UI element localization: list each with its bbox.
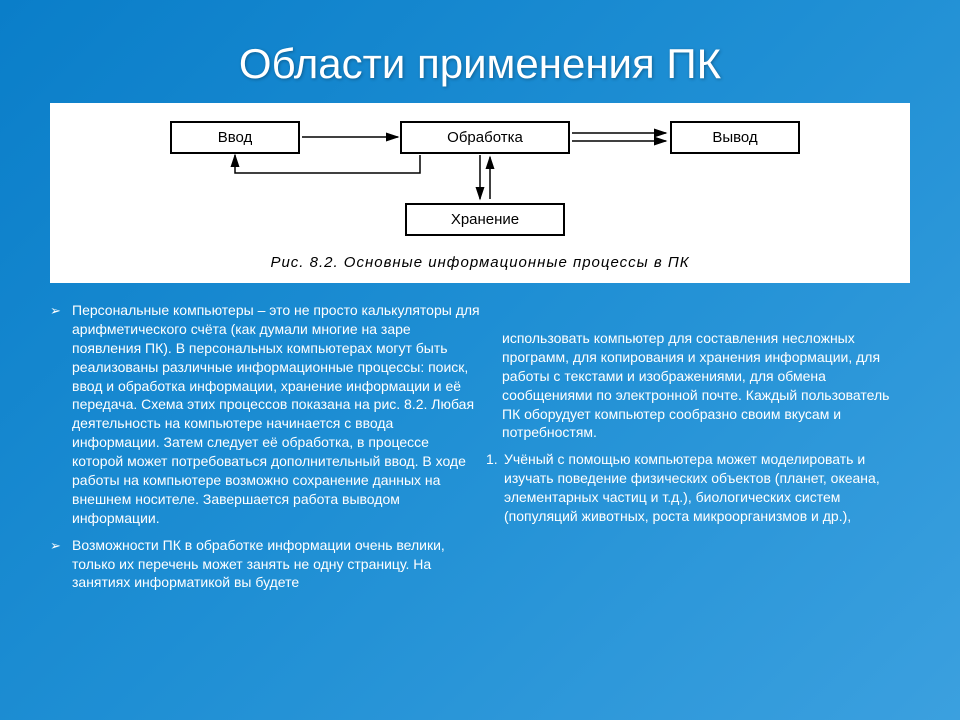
bullet-item: Персональные компьютеры – это не просто …	[72, 301, 480, 528]
node-vyvod: Вывод	[670, 121, 800, 154]
left-column: Персональные компьютеры – это не просто …	[50, 301, 480, 600]
list-item-text: Учёный с помощью компьютера может модели…	[504, 451, 880, 524]
page-title: Области применения ПК	[50, 40, 910, 88]
node-vvod: Ввод	[170, 121, 300, 154]
right-column: использовать компьютер для составления н…	[486, 301, 896, 600]
diagram-caption: Рис. 8.2. Основные информационные процес…	[50, 254, 910, 271]
list-item: 1.Учёный с помощью компьютера может моде…	[504, 450, 896, 526]
numbered-list: 1.Учёный с помощью компьютера может моде…	[486, 450, 896, 526]
diagram-panel: Ввод Обработка Вывод Хранение Рис. 8.2. …	[50, 103, 910, 283]
bullet-item: Возможности ПК в обработке информации оч…	[72, 536, 480, 593]
body-columns: Персональные компьютеры – это не просто …	[50, 301, 910, 600]
node-obrabotka: Обработка	[400, 121, 570, 154]
node-hranenie: Хранение	[405, 203, 565, 236]
right-continuation-text: использовать компьютер для составления н…	[486, 329, 896, 442]
